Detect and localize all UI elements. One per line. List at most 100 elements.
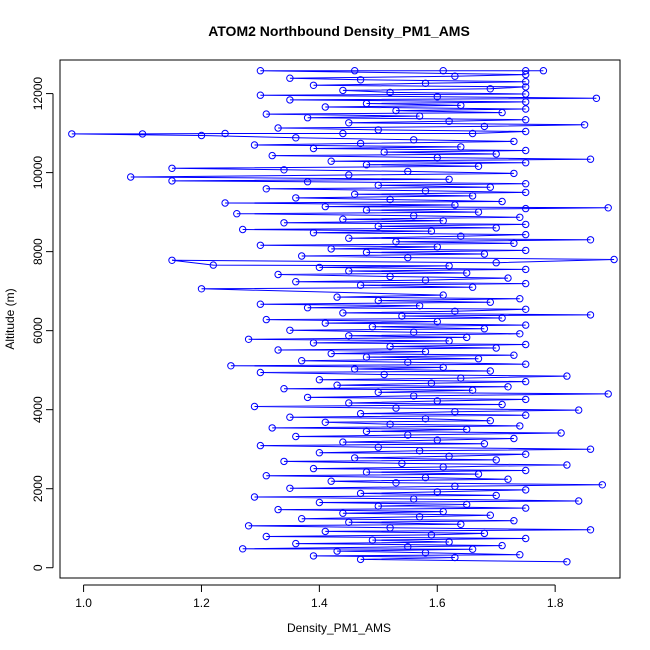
data-point [439,217,447,225]
data-point [427,531,436,539]
data-point [604,204,612,212]
data-point [356,409,365,418]
data-point [262,472,270,480]
data-point [356,281,365,289]
data-point [274,505,282,514]
data-point [262,185,270,193]
data-point [421,415,430,423]
y-tick-label: 6000 [31,317,45,344]
data-point [463,425,471,434]
data-point [468,283,477,291]
data-point [392,404,400,412]
data-point [339,309,347,317]
data-point [522,188,530,197]
data-point [351,365,359,373]
data-point [256,300,265,308]
data-point [262,532,270,541]
data-point [480,529,489,538]
y-tick-label: 2000 [31,475,45,502]
data-point [221,129,229,138]
data-point [522,246,530,255]
data-point [575,406,583,414]
data-point [262,315,270,324]
data-point [427,379,436,387]
data-point [321,418,329,426]
data-point [522,534,530,543]
data-point [522,411,530,419]
data-point [421,549,430,557]
data-point [492,491,500,500]
data-point [586,155,595,163]
data-point [468,129,477,138]
data-point [292,134,300,142]
data-point [292,194,300,202]
data-point [451,482,459,490]
data-point [392,238,400,246]
data-point [410,495,418,503]
data-point [610,255,618,264]
data-point [362,468,371,476]
data-point [498,314,506,322]
y-tick-label: 4000 [31,396,45,423]
data-point [516,330,524,338]
data-point [374,502,382,510]
data-point [510,169,518,178]
data-point [522,98,530,106]
data-point [433,93,441,101]
data-point [333,293,341,301]
data-point [280,166,288,174]
data-point [197,131,206,140]
data-point [380,148,388,156]
data-point [415,447,424,455]
data-point [374,181,382,190]
data-point [345,518,353,526]
data-point [421,187,430,195]
data-point [309,339,318,347]
y-tick-label: 12000 [31,77,45,111]
data-point [374,296,382,305]
data-point [404,358,412,366]
data-point [516,551,524,559]
x-tick-label: 1.4 [311,596,328,610]
data-point [504,274,512,282]
data-point [392,479,400,487]
data-point [404,167,412,176]
data-point [427,227,436,235]
data-point [522,83,530,91]
data-point [474,162,483,171]
data-point [274,124,282,132]
data-point [474,208,483,216]
data-point [433,488,441,496]
data-point [374,443,382,451]
data-point [522,279,530,288]
data-point [480,325,489,333]
data-point [345,332,353,340]
data-point [522,265,530,274]
data-point [303,393,312,402]
data-point [522,360,530,368]
data-point [256,67,265,75]
data-point [280,219,288,227]
data-point [492,259,500,267]
data-point [404,253,412,262]
data-point [516,213,524,222]
data-point [239,545,247,553]
data-point [498,197,506,206]
data-point [504,475,512,483]
data-point [256,91,265,99]
x-tick-label: 1.6 [429,596,446,610]
data-point [486,367,494,375]
data-point [280,385,288,393]
data-point [333,547,341,555]
data-point [250,493,259,501]
data-point [451,72,459,80]
data-point [309,552,318,560]
data-point [339,509,347,517]
data-point [321,103,329,111]
data-point [392,106,400,115]
data-point [321,202,329,211]
data-point [315,263,324,272]
data-point [421,473,430,482]
